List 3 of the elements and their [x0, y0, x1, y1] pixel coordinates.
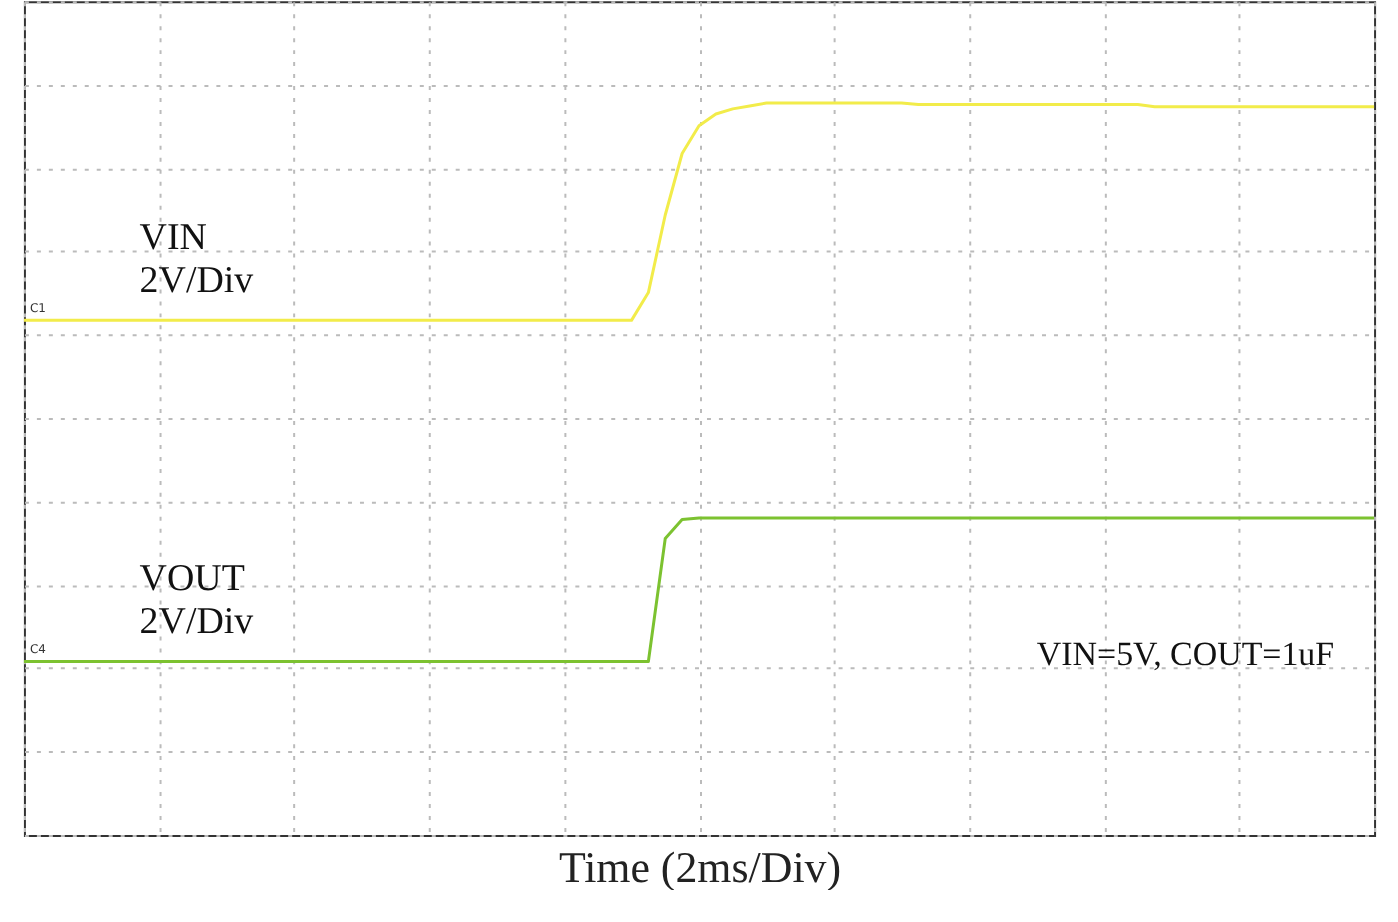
- annotation: VIN=5V, COUT=1uF: [1036, 635, 1335, 674]
- series-label: VOUT 2V/Div: [139, 557, 255, 644]
- series-label: VIN 2V/Div: [139, 216, 255, 303]
